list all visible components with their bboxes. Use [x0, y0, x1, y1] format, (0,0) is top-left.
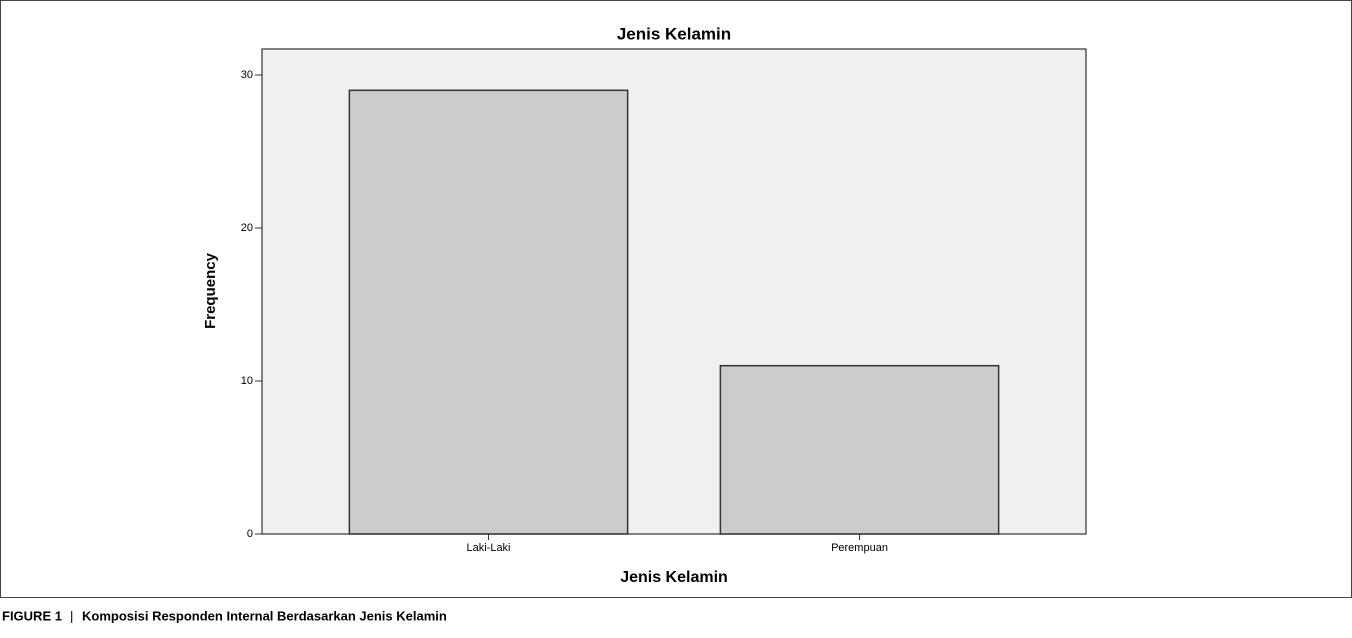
y-tick-label: 10	[241, 375, 253, 387]
bar	[348, 89, 629, 535]
caption-label: FIGURE 1	[2, 608, 62, 623]
y-axis-label: Frequency	[202, 252, 219, 329]
x-axis-label: Jenis Kelamin	[620, 569, 728, 586]
y-tick-label: 30	[241, 69, 253, 81]
x-tick-label: Perempuan	[831, 542, 888, 554]
x-tick-label: Laki-Laki	[466, 542, 510, 554]
bar	[719, 364, 1000, 535]
y-tick-label: 0	[247, 528, 253, 540]
caption-text: Komposisi Responden Internal Berdasarkan…	[82, 608, 447, 623]
caption-separator: |	[70, 608, 73, 623]
y-tick-label: 20	[241, 222, 253, 234]
chart-title: Jenis Kelamin	[617, 24, 731, 43]
